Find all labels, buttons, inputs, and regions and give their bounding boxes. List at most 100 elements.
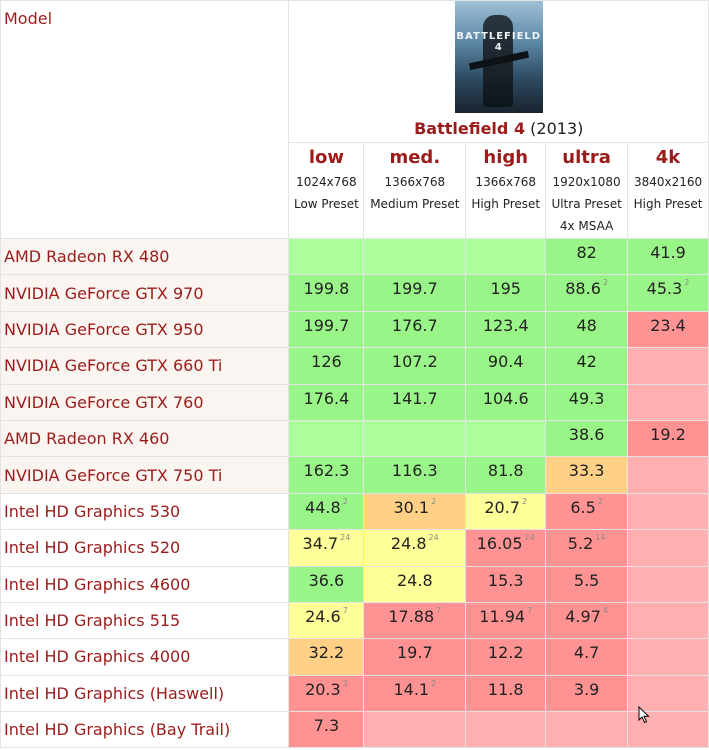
fps-cell: 123.4 [465,310,547,349]
gpu-name-link[interactable]: NVIDIA GeForce GTX 660 Ti [0,347,290,385]
fps-value: 30.1 [393,497,430,517]
sample-count: 2 [602,278,608,288]
gpu-name-link[interactable]: Intel HD Graphics 515 [0,601,290,640]
sample-count: 2 [431,678,437,688]
fps-cell: 6.5 2 [545,492,629,531]
fps-cell: 44.8 2 [288,492,365,531]
gpu-name-link[interactable]: Intel HD Graphics 520 [0,529,290,567]
fps-cell: 42 [545,347,629,385]
fps-cell: 19.7 [363,638,467,676]
fps-value: 5.5 [573,570,600,590]
preset-name[interactable]: 4k [655,147,681,168]
sample-count: 24 [524,533,535,543]
fps-value: 44.8 [305,497,341,517]
model-header-label[interactable]: Model [4,9,53,28]
fps-cell: 20.7 2 [465,492,547,531]
preset-name[interactable]: ultra [562,147,611,168]
preset-resolution: 1024x768 [296,175,357,189]
header-row-presets: low 1024x768 Low Preset med. 1366x768 Medium … [1,142,709,239]
fps-value: 38.6 [568,424,605,444]
mouse-cursor-icon [638,706,650,724]
fps-value: 141.7 [391,388,438,408]
fps-cell [627,383,709,421]
fps-cell: 107.2 [363,347,467,385]
fps-value: 32.2 [308,643,345,663]
gpu-name-link[interactable]: Intel HD Graphics (Haswell) [0,674,290,713]
table-row: NVIDIA GeForce GTX 970 199.8 199.7 195 88.6 2… [0,274,709,312]
fps-value: 12.2 [487,643,524,663]
fps-value: 195 [490,279,521,299]
preset-setting: Ultra Preset [551,197,622,211]
fps-value: 3.9 [573,679,600,699]
fps-value: 14.1 [393,679,430,699]
fps-cell: 23.4 [627,310,709,349]
sample-count: 7 [436,605,442,615]
fps-value: 19.2 [650,424,686,444]
fps-value: 41.9 [650,243,686,262]
gpu-name-link[interactable]: Intel HD Graphics 4600 [0,565,290,603]
preset-header-1: med. 1366x768 Medium Preset [363,142,467,239]
gpu-name-link[interactable]: NVIDIA GeForce GTX 970 [0,274,290,312]
fps-cell: 16.05 24 [465,529,547,567]
preset-name[interactable]: low [308,147,344,168]
sample-count: 2 [342,496,348,506]
table-row: NVIDIA GeForce GTX 660 Ti 126 107.2 90.4 42 [0,347,709,385]
gpu-name-link[interactable]: AMD Radeon RX 480 [0,237,290,276]
fps-cell: 38.6 [545,419,629,458]
game-year: (2013) [530,119,584,138]
table-row: Intel HD Graphics (Haswell) 20.3 3 14.1 2 11.… [0,674,709,713]
fps-cell: 4.97 4 [545,601,629,640]
gpu-name-link[interactable]: Intel HD Graphics (Bay Trail) [0,711,290,749]
fps-cell: 5.5 [545,565,629,603]
game-cover-image[interactable]: BATTLEFIELD 4 [454,1,543,113]
fps-value: 199.7 [303,315,350,335]
fps-cell: 45.3 2 [627,274,709,312]
fps-value: 5.2 [567,534,594,554]
fps-cell: 195 [465,274,547,312]
preset-setting: Low Preset [293,197,359,211]
fps-cell [288,419,365,458]
fps-cell [363,419,467,458]
fps-cell: 15.3 [465,565,547,603]
gpu-name-link[interactable]: NVIDIA GeForce GTX 760 [0,383,290,421]
game-title-link[interactable]: Battlefield 4 [414,119,526,138]
sample-count: 2 [431,496,437,506]
preset-name[interactable]: high [483,147,529,168]
fps-cell: 24.8 24 [363,529,467,567]
gpu-name-link[interactable]: Intel HD Graphics 4000 [0,638,290,676]
preset-header-4: 4k 3840x2160 High Preset [627,142,709,239]
fps-cell [627,601,709,640]
fps-value: 24.8 [390,534,427,554]
fps-value: 162.3 [303,461,350,481]
fps-cell: 24.8 [363,565,467,603]
fps-cell [627,492,709,531]
fps-value: 36.6 [308,570,345,590]
fps-value: 17.88 [388,606,435,626]
preset-name[interactable]: med. [389,147,441,168]
fps-value: 20.7 [484,497,520,517]
fps-value: 24.8 [397,570,433,590]
fps-value: 4.7 [573,643,600,663]
fps-cell [627,456,709,494]
fps-cell: 11.94 7 [465,601,547,640]
fps-cell: 36.6 [288,565,365,603]
sample-count: 4 [602,605,608,615]
gpu-name-link[interactable]: NVIDIA GeForce GTX 750 Ti [0,456,290,494]
fps-value: 176.7 [391,315,438,335]
preset-extra: 4x MSAA [559,219,614,233]
fps-value: 176.4 [303,388,350,408]
fps-value: 199.7 [391,279,438,299]
fps-cell: 17.88 7 [363,601,467,640]
fps-cell: 41.9 [627,237,709,276]
fps-cell: 19.2 [627,419,709,458]
fps-cell [627,565,709,603]
fps-cell: 90.4 [465,347,547,385]
fps-cell [627,347,709,385]
fps-value: 48 [576,315,597,335]
gpu-name-link[interactable]: AMD Radeon RX 460 [0,419,290,458]
fps-cell [545,711,629,749]
gpu-name-link[interactable]: Intel HD Graphics 530 [0,492,290,531]
preset-resolution: 3840x2160 [633,175,703,189]
gpu-name-link[interactable]: NVIDIA GeForce GTX 950 [0,310,290,349]
